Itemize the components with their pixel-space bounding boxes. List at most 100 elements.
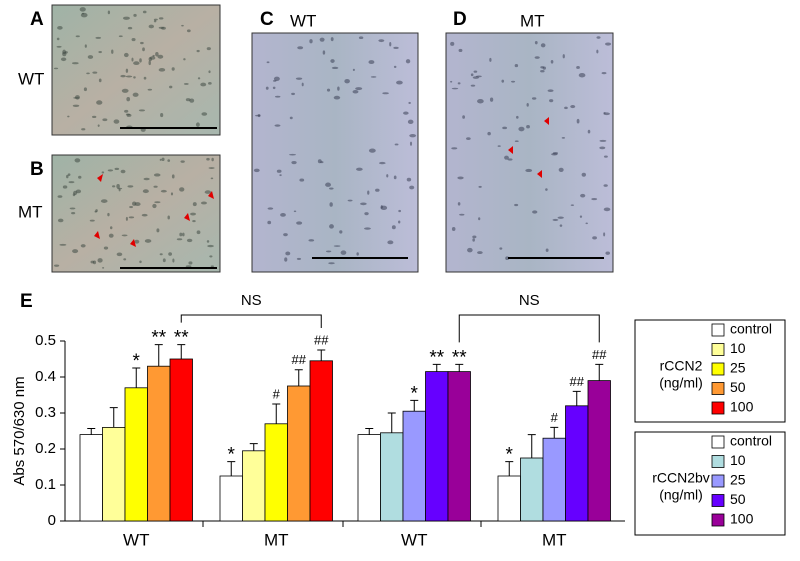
cell [274,124,281,127]
cell [340,250,347,255]
cell [507,158,513,161]
error-bar [572,390,581,406]
cell [158,26,165,29]
cell [200,82,207,87]
cell [185,265,192,268]
legend-label: control [730,321,772,337]
cell [75,35,80,38]
cell [102,118,108,122]
cell [603,184,608,187]
legend-label: 100 [730,399,754,415]
cell [275,95,281,98]
bar [402,410,426,522]
significance-mark: ## [592,347,607,362]
cell [208,82,212,85]
cell [499,247,503,250]
cell [591,197,598,201]
bar [587,380,611,522]
cell [171,174,175,179]
cell [138,109,146,112]
cell [379,161,386,165]
legend-box [634,431,786,536]
cell [329,187,334,190]
cell [489,97,494,102]
cell [559,224,563,227]
cell [84,44,87,48]
legend-title: rCCN2bv [652,470,710,486]
cell [186,29,191,33]
cell [514,140,519,143]
cell [131,57,134,62]
cell [331,66,339,70]
cell [330,59,335,64]
cell [206,240,210,243]
cell [531,97,537,100]
cell [267,207,274,210]
bar [565,405,589,522]
bar [380,432,404,522]
cell [514,203,519,207]
cell [125,113,131,116]
cell [132,92,139,97]
cell [196,230,201,235]
cell [68,181,75,184]
cell [466,137,471,141]
y-tick-label: 0.4 [35,368,56,385]
legend-title: (ng/ml) [659,487,703,503]
cell [477,251,483,255]
cell [540,66,545,69]
cell [160,113,164,118]
cell [585,222,588,225]
error-bar [527,434,536,458]
x-tick-label: WT [401,530,427,549]
cell [540,43,546,48]
cell [291,160,297,165]
error-bar [505,461,514,476]
error-bar [87,427,96,435]
bar [242,450,266,522]
cell [299,178,305,182]
error-bar [132,367,141,388]
bar [102,426,126,522]
cell [296,221,303,225]
cell [257,113,261,118]
significance-mark: ** [174,328,189,349]
cell [181,24,184,27]
cell [210,177,214,180]
cell [339,230,343,234]
panel-caption: MT [520,11,545,30]
cell [580,193,586,198]
cell [325,250,332,253]
cell [142,10,147,14]
cell [111,49,114,54]
cell [152,203,157,209]
cell [467,247,473,253]
bar [357,434,381,522]
cell [409,141,413,146]
cell [116,184,120,189]
cell [107,10,111,15]
cell [370,76,377,78]
significance-mark: * [228,445,236,466]
cell [403,111,409,115]
bar [309,360,333,522]
cell [450,80,453,83]
cell [96,100,103,105]
cell [596,49,599,54]
cell [97,258,103,263]
cell [504,155,509,160]
cell [143,76,147,80]
y-tick-label: 0 [48,512,56,529]
cell [578,72,586,78]
cell [518,126,525,132]
legend-title: rCCN2 [660,358,703,374]
cell [158,17,164,20]
cell [125,75,133,78]
cell [570,204,575,206]
cell [92,115,97,119]
error-bar [410,399,419,412]
cell [67,173,71,176]
cell [152,54,155,57]
cell [570,105,576,109]
legend-label: 10 [730,340,746,356]
